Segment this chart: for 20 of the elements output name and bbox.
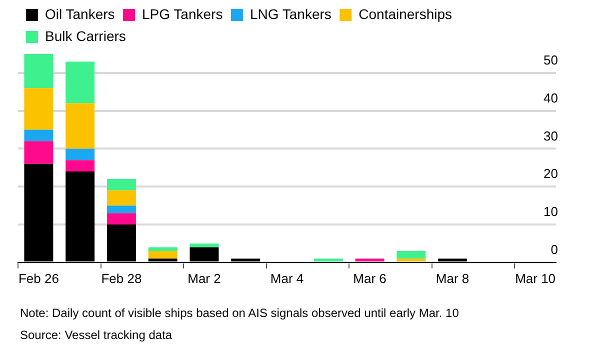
source-note: Source: Vessel tracking data xyxy=(20,328,174,342)
x-tick-label: Mar 4 xyxy=(270,270,304,286)
legend-label: Bulk Carriers xyxy=(45,28,126,44)
x-tick-label: Feb 26 xyxy=(18,270,59,286)
text: Note: Daily count of visible ships based on AIS signals observed until early Mar. 10 xyxy=(20,306,459,320)
x-tick-label: Feb 28 xyxy=(101,270,142,286)
y-tick-label: 30 xyxy=(544,128,558,144)
y-tick-label: 0 xyxy=(550,242,558,257)
x-tick-label: Mar 8 xyxy=(436,270,470,286)
y-tick-label: 50 xyxy=(544,52,558,68)
y-tick-label: 10 xyxy=(544,204,558,220)
legend-label: Containerships xyxy=(358,6,452,22)
x-tick-label: Mar 6 xyxy=(353,270,386,286)
y-tick-label: 40 xyxy=(544,90,558,106)
legend-label: Oil Tankers xyxy=(45,6,115,22)
x-tick-label: Mar 2 xyxy=(188,270,221,286)
y-tick-label: 20 xyxy=(544,166,558,182)
legend-label: LPG Tankers xyxy=(142,6,223,22)
legend-label: LNG Tankers xyxy=(250,6,332,22)
x-tick-label: Mar 10 xyxy=(515,270,556,286)
